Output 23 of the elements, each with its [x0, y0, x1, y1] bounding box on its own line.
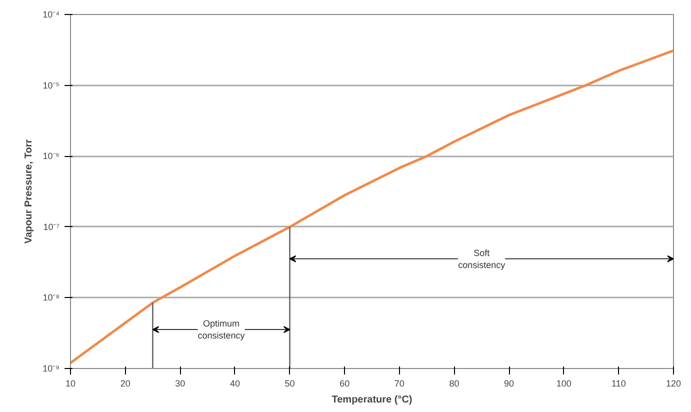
x-tick-label: 50 — [284, 378, 295, 388]
y-tick-label: 10⁻⁹ — [42, 364, 60, 374]
y-tick-label: 10⁻⁸ — [42, 292, 60, 303]
y-tick-label: 10⁻⁷ — [43, 222, 60, 232]
y-tick-label: 10⁻⁴ — [42, 10, 60, 20]
x-axis-title: Temperature (°C) — [332, 394, 412, 406]
line-series — [70, 49, 674, 364]
x-tick-label: 10 — [65, 378, 76, 388]
x-tick-label: 90 — [504, 378, 514, 388]
x-tick-label: 60 — [340, 378, 350, 388]
x-tick-label: 100 — [556, 378, 572, 388]
annotation: Soft consistency — [458, 248, 506, 270]
x-tick-label: 20 — [120, 378, 130, 388]
y-tick-label: 10⁻⁶ — [42, 151, 60, 162]
x-tick-label: 80 — [449, 378, 460, 388]
x-tick-label: 110 — [612, 378, 626, 388]
x-tick-label: 40 — [230, 378, 240, 388]
annotation: Optimum consistency — [198, 318, 246, 341]
x-tick-label: 120 — [666, 378, 682, 388]
y-tick-label: 10⁻⁵ — [42, 80, 60, 90]
x-tick-label: 70 — [394, 378, 404, 388]
y-axis-title: Vapour Pressure, Torr — [24, 139, 35, 244]
x-tick-label: 30 — [175, 378, 186, 388]
